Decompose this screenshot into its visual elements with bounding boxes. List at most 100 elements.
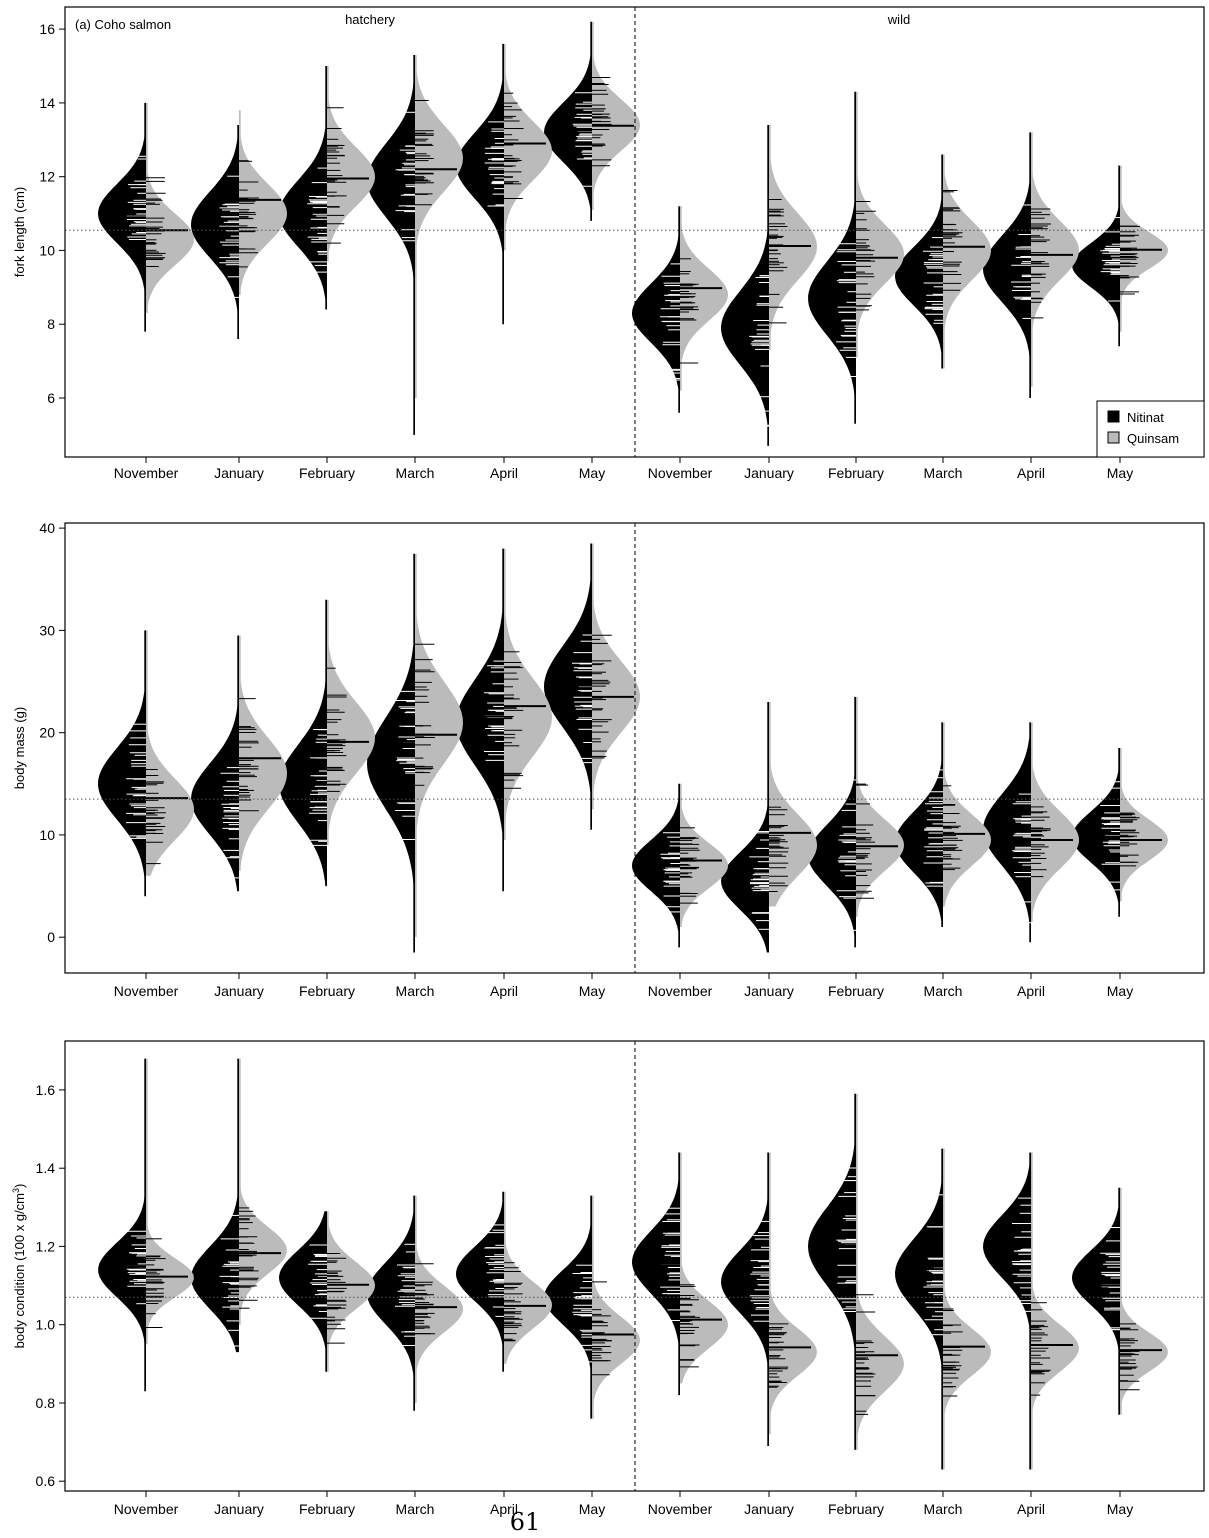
quinsam-bean-6 bbox=[592, 1195, 640, 1419]
quinsam-bean-1 bbox=[146, 1058, 194, 1345]
quinsam-bean-4 bbox=[415, 55, 463, 398]
quinsam-bean-5 bbox=[504, 548, 552, 840]
x-tick-label: April bbox=[490, 1501, 518, 1517]
x-tick-label: May bbox=[1107, 465, 1133, 481]
y-tick-label: 1.2 bbox=[36, 1238, 56, 1254]
x-tick-label: February bbox=[828, 983, 884, 999]
nitinat-bean-8 bbox=[721, 125, 769, 446]
nitinat-bean-10 bbox=[895, 154, 943, 369]
quinsam-bean-9 bbox=[856, 91, 904, 358]
x-tick-label: November bbox=[648, 465, 713, 481]
nitinat-bean-7 bbox=[632, 1152, 680, 1396]
x-tick-label: November bbox=[114, 1501, 179, 1517]
y-tick-label: 14 bbox=[39, 95, 55, 111]
nitinat-bean-4 bbox=[367, 1195, 415, 1411]
quinsam-bean-4 bbox=[415, 1195, 463, 1403]
nitinat-bean-3 bbox=[279, 66, 327, 310]
quinsam-bean-4 bbox=[415, 553, 463, 938]
x-tick-label: April bbox=[1017, 465, 1045, 481]
x-tick-label: May bbox=[1107, 1501, 1133, 1517]
quinsam-bean-10 bbox=[943, 722, 991, 907]
y-axis-title: body condition (100 x g/cm3) bbox=[11, 1184, 27, 1349]
nitinat-bean-8 bbox=[721, 1152, 769, 1446]
quinsam-bean-5 bbox=[504, 1191, 552, 1364]
y-tick-label: 10 bbox=[39, 242, 55, 258]
nitinat-bean-1 bbox=[98, 630, 146, 897]
x-tick-label: March bbox=[396, 465, 435, 481]
nitinat-bean-2 bbox=[191, 1058, 239, 1353]
legend-swatch-quinsam bbox=[1107, 431, 1120, 444]
y-tick-label: 30 bbox=[39, 622, 55, 638]
x-tick-label: March bbox=[396, 1501, 435, 1517]
quinsam-bean-3 bbox=[327, 66, 375, 262]
y-tick-label: 0.8 bbox=[36, 1395, 56, 1411]
quinsam-bean-3 bbox=[327, 1211, 375, 1372]
nitinat-bean-6 bbox=[544, 21, 592, 221]
quinsam-bean-9 bbox=[856, 696, 904, 917]
x-tick-label: January bbox=[214, 1501, 264, 1517]
y-tick-label: 10 bbox=[39, 827, 55, 843]
x-tick-label: February bbox=[299, 465, 355, 481]
quinsam-bean-1 bbox=[146, 102, 194, 314]
group-label-hatchery: hatchery bbox=[345, 12, 395, 27]
x-tick-label: November bbox=[114, 983, 179, 999]
legend-label-quinsam: Quinsam bbox=[1127, 431, 1179, 446]
nitinat-bean-3 bbox=[279, 1211, 327, 1372]
x-tick-label: March bbox=[924, 1501, 963, 1517]
y-axis-title-superscript: 3 bbox=[11, 1188, 21, 1193]
x-tick-label: January bbox=[214, 983, 264, 999]
quinsam-bean-6 bbox=[592, 21, 640, 210]
legend: Nitinat Quinsam bbox=[1096, 400, 1205, 458]
plot-frame bbox=[64, 6, 1205, 458]
y-axis-title: fork length (cm) bbox=[12, 187, 27, 277]
chart-panel-1: 6 8 10 12 14 16 November January February March Ap… bbox=[12, 6, 1205, 481]
plot-frame bbox=[64, 1040, 1205, 1492]
x-tick-label: February bbox=[828, 465, 884, 481]
quinsam-bean-8 bbox=[769, 1152, 817, 1435]
x-tick-label: February bbox=[299, 1501, 355, 1517]
nitinat-bean-2 bbox=[191, 635, 239, 892]
nitinat-bean-5 bbox=[456, 43, 504, 325]
x-tick-label: January bbox=[744, 1501, 794, 1517]
x-tick-label: November bbox=[114, 465, 179, 481]
nitinat-bean-8 bbox=[721, 702, 769, 953]
nitinat-bean-10 bbox=[895, 722, 943, 927]
chart-panel-2: 0 10 20 30 40 November January February March Apr… bbox=[12, 520, 1205, 999]
nitinat-bean-1 bbox=[98, 1058, 146, 1392]
nitinat-bean-2 bbox=[191, 125, 239, 339]
nitinat-bean-6 bbox=[544, 543, 592, 830]
nitinat-bean-3 bbox=[279, 599, 327, 887]
quinsam-bean-7 bbox=[680, 206, 728, 391]
legend-label-nitinat: Nitinat bbox=[1127, 410, 1164, 425]
x-tick-label: March bbox=[924, 983, 963, 999]
panel-label: (a) Coho salmon bbox=[75, 17, 171, 32]
nitinat-bean-9 bbox=[808, 1093, 856, 1450]
plot-frame bbox=[64, 522, 1205, 974]
nitinat-bean-10 bbox=[895, 1148, 943, 1470]
quinsam-bean-7 bbox=[680, 1152, 728, 1384]
x-tick-label: May bbox=[1107, 983, 1133, 999]
y-tick-label: 6 bbox=[47, 390, 55, 406]
y-tick-label: 8 bbox=[47, 316, 55, 332]
nitinat-bean-9 bbox=[808, 91, 856, 424]
y-tick-label: 40 bbox=[39, 520, 55, 536]
x-tick-label: May bbox=[579, 983, 605, 999]
quinsam-bean-11 bbox=[1031, 132, 1079, 387]
quinsam-bean-12 bbox=[1120, 165, 1168, 332]
y-tick-label: 0.6 bbox=[36, 1473, 56, 1489]
y-tick-label: 1.4 bbox=[36, 1160, 56, 1176]
x-tick-label: November bbox=[648, 1501, 713, 1517]
nitinat-bean-5 bbox=[456, 1191, 504, 1372]
y-tick-label: 0 bbox=[47, 929, 55, 945]
quinsam-bean-12 bbox=[1120, 748, 1168, 902]
quinsam-bean-11 bbox=[1031, 1152, 1079, 1470]
nitinat-bean-4 bbox=[367, 553, 415, 953]
quinsam-bean-10 bbox=[943, 154, 991, 369]
quinsam-bean-2 bbox=[239, 1058, 287, 1325]
x-tick-label: May bbox=[579, 1501, 605, 1517]
x-tick-label: February bbox=[828, 1501, 884, 1517]
legend-swatch-nitinat bbox=[1107, 410, 1120, 423]
y-tick-label: 16 bbox=[39, 21, 55, 37]
page-number: 61 bbox=[509, 1508, 541, 1536]
